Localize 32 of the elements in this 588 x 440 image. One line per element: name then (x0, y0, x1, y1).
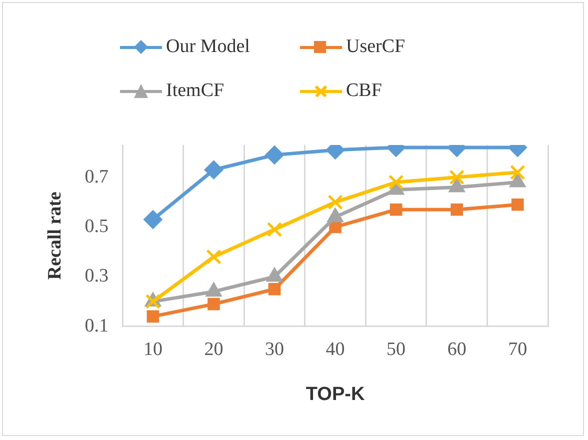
point (264, 145, 284, 164)
point (266, 222, 282, 238)
legend-label: Our Model (166, 36, 250, 58)
x-tick-label: 70 (508, 338, 528, 360)
point (208, 298, 220, 310)
point (449, 170, 464, 185)
legend-label: UserCF (346, 36, 406, 58)
point (450, 203, 463, 216)
x-tick-label: 10 (143, 338, 162, 360)
point (388, 174, 404, 190)
x-tick-label: 20 (204, 338, 224, 360)
point (143, 210, 162, 230)
y-axis-title: Recall rate (44, 192, 66, 280)
point (146, 310, 160, 323)
x-tick-label: 50 (386, 338, 406, 360)
x-tick-label: 40 (326, 338, 345, 360)
y-tick-label: 0.1 (84, 315, 109, 336)
point (510, 164, 526, 180)
point (390, 203, 402, 216)
point (511, 198, 524, 211)
point (268, 282, 281, 296)
point (206, 249, 222, 264)
y-tick-label: 0.3 (84, 266, 109, 287)
y-tick-label: 0.5 (84, 216, 109, 237)
legend-label: ItemCF (166, 80, 224, 102)
x-axis-title: TOP-K (306, 384, 365, 405)
point (328, 194, 343, 210)
y-tick-label: 0.7 (84, 166, 109, 188)
legend-label: CBF (346, 80, 382, 102)
x-tick-label: 30 (264, 338, 284, 360)
point (204, 160, 224, 180)
x-tick-label: 60 (447, 338, 466, 360)
